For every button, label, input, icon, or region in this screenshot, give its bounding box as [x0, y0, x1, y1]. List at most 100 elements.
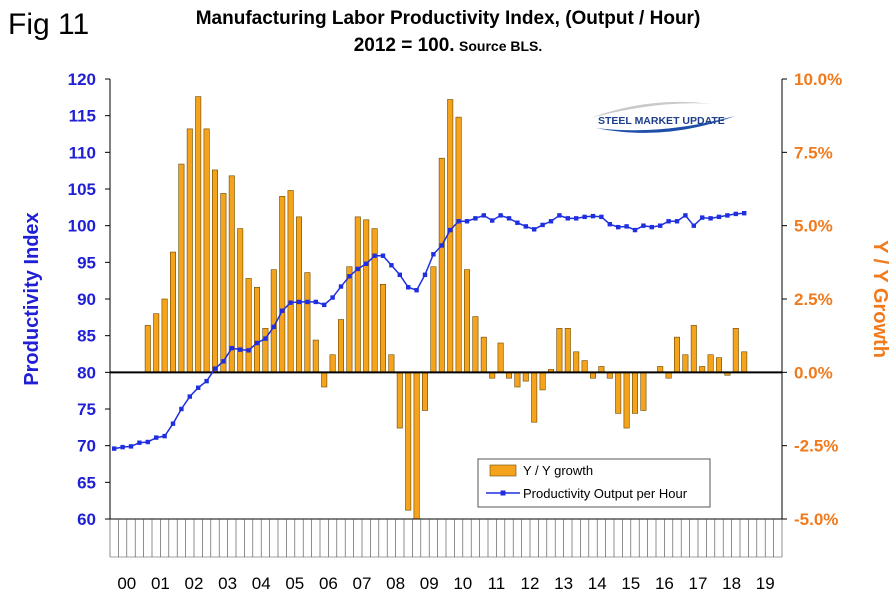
growth-bar [220, 193, 227, 373]
productivity-point [658, 223, 663, 228]
growth-bar [421, 372, 428, 411]
productivity-point [540, 222, 545, 228]
productivity-point [137, 440, 142, 445]
productivity-point [414, 288, 419, 293]
right-axis-title: Y / Y Growth [869, 240, 891, 358]
growth-bar [413, 372, 420, 520]
growth-bar [463, 269, 470, 373]
productivity-point [456, 219, 461, 224]
productivity-point [112, 446, 117, 451]
productivity-point [649, 224, 654, 230]
growth-bar [564, 328, 571, 373]
productivity-point [607, 222, 612, 227]
growth-bar [161, 298, 168, 373]
year-label: 09 [420, 574, 439, 593]
right-tick-label: 0.0% [794, 363, 833, 382]
figure-label: Fig 11 [8, 8, 90, 41]
productivity-point [313, 299, 318, 305]
growth-bar [312, 339, 319, 373]
growth-bar [379, 284, 386, 373]
year-labels: 00 01 02 03 04 05 06 07 08 09 10 11 12 13 14 15 16 17 18 19 [117, 574, 774, 593]
left-tick-label: 100 [68, 217, 96, 236]
productivity-point [448, 227, 453, 233]
growth-bar [346, 266, 353, 373]
growth-bar [673, 336, 680, 373]
productivity-point [338, 284, 344, 289]
year-label: 02 [185, 574, 204, 593]
growth-bar [295, 216, 302, 373]
right-tick-label: 10.0% [794, 70, 842, 89]
subtitle-source: Source BLS. [459, 38, 543, 54]
right-tick-label: 5.0% [794, 217, 833, 236]
year-label: 17 [689, 574, 708, 593]
subtitle-main: 2012 = 100. [353, 35, 455, 56]
productivity-point [548, 219, 554, 224]
growth-bar [178, 163, 185, 373]
productivity-point [515, 220, 520, 225]
productivity-point [355, 266, 360, 272]
productivity-point [204, 378, 209, 384]
growth-bar [472, 316, 479, 373]
growth-bar [497, 342, 504, 373]
growth-bar [396, 372, 403, 429]
year-label: 12 [521, 574, 540, 593]
left-tick-label: 65 [77, 473, 96, 492]
logo-swoosh-bottom [596, 116, 735, 133]
productivity-point [590, 213, 596, 219]
right-tick-label: 7.5% [794, 143, 833, 162]
growth-bar [388, 354, 395, 373]
logo-text: STEEL MARKET UPDATE [598, 115, 725, 127]
year-label: 16 [655, 574, 674, 593]
left-tick-label: 115 [69, 107, 96, 126]
growth-bar [438, 157, 445, 373]
right-tick-label: 2.5% [794, 290, 833, 309]
productivity-point [683, 213, 688, 218]
chart-subtitle: 2012 = 100. Source BLS. [0, 35, 896, 57]
year-label: 01 [151, 574, 170, 593]
growth-bar [186, 128, 193, 373]
growth-bar [405, 372, 412, 511]
productivity-point [263, 336, 268, 341]
productivity-point [506, 216, 512, 221]
legend-label-productivity: Productivity Output per Hour [523, 486, 688, 501]
productivity-point [574, 216, 579, 221]
growth-bar [245, 278, 252, 373]
plot-area [110, 79, 782, 519]
growth-bar [279, 196, 286, 373]
productivity-point [557, 213, 562, 218]
productivity-point [498, 213, 503, 218]
growth-bar [514, 372, 521, 388]
growth-bar [615, 372, 622, 414]
growth-bar [153, 313, 160, 373]
productivity-point [305, 299, 310, 305]
productivity-line-path [114, 212, 745, 450]
productivity-point [330, 295, 335, 300]
growth-bar [354, 216, 361, 373]
year-label: 08 [386, 574, 405, 593]
growth-bar [254, 286, 261, 373]
legend-bar-swatch [489, 464, 517, 477]
left-tick-label: 60 [77, 510, 96, 529]
left-tick-label: 80 [77, 363, 96, 382]
growth-bar [480, 336, 487, 373]
productivity-point [271, 324, 276, 330]
productivity-point [716, 214, 722, 220]
growth-bar [212, 169, 219, 373]
productivity-point [162, 433, 167, 439]
growth-bar [631, 372, 638, 414]
productivity-point [187, 394, 192, 399]
growth-bar [287, 190, 294, 373]
left-tick-label: 95 [77, 253, 96, 272]
productivity-point [128, 444, 134, 449]
year-label: 07 [353, 574, 372, 593]
productivity-point [666, 219, 671, 224]
left-tick-label: 110 [69, 143, 96, 162]
growth-bar [581, 360, 588, 373]
growth-bar [531, 372, 538, 423]
productivity-point [725, 213, 730, 218]
left-tick-label: 75 [77, 400, 96, 419]
growth-bar [430, 266, 437, 373]
left-tick-label: 70 [77, 437, 96, 456]
growth-bar [522, 372, 529, 382]
productivity-point [145, 439, 150, 445]
